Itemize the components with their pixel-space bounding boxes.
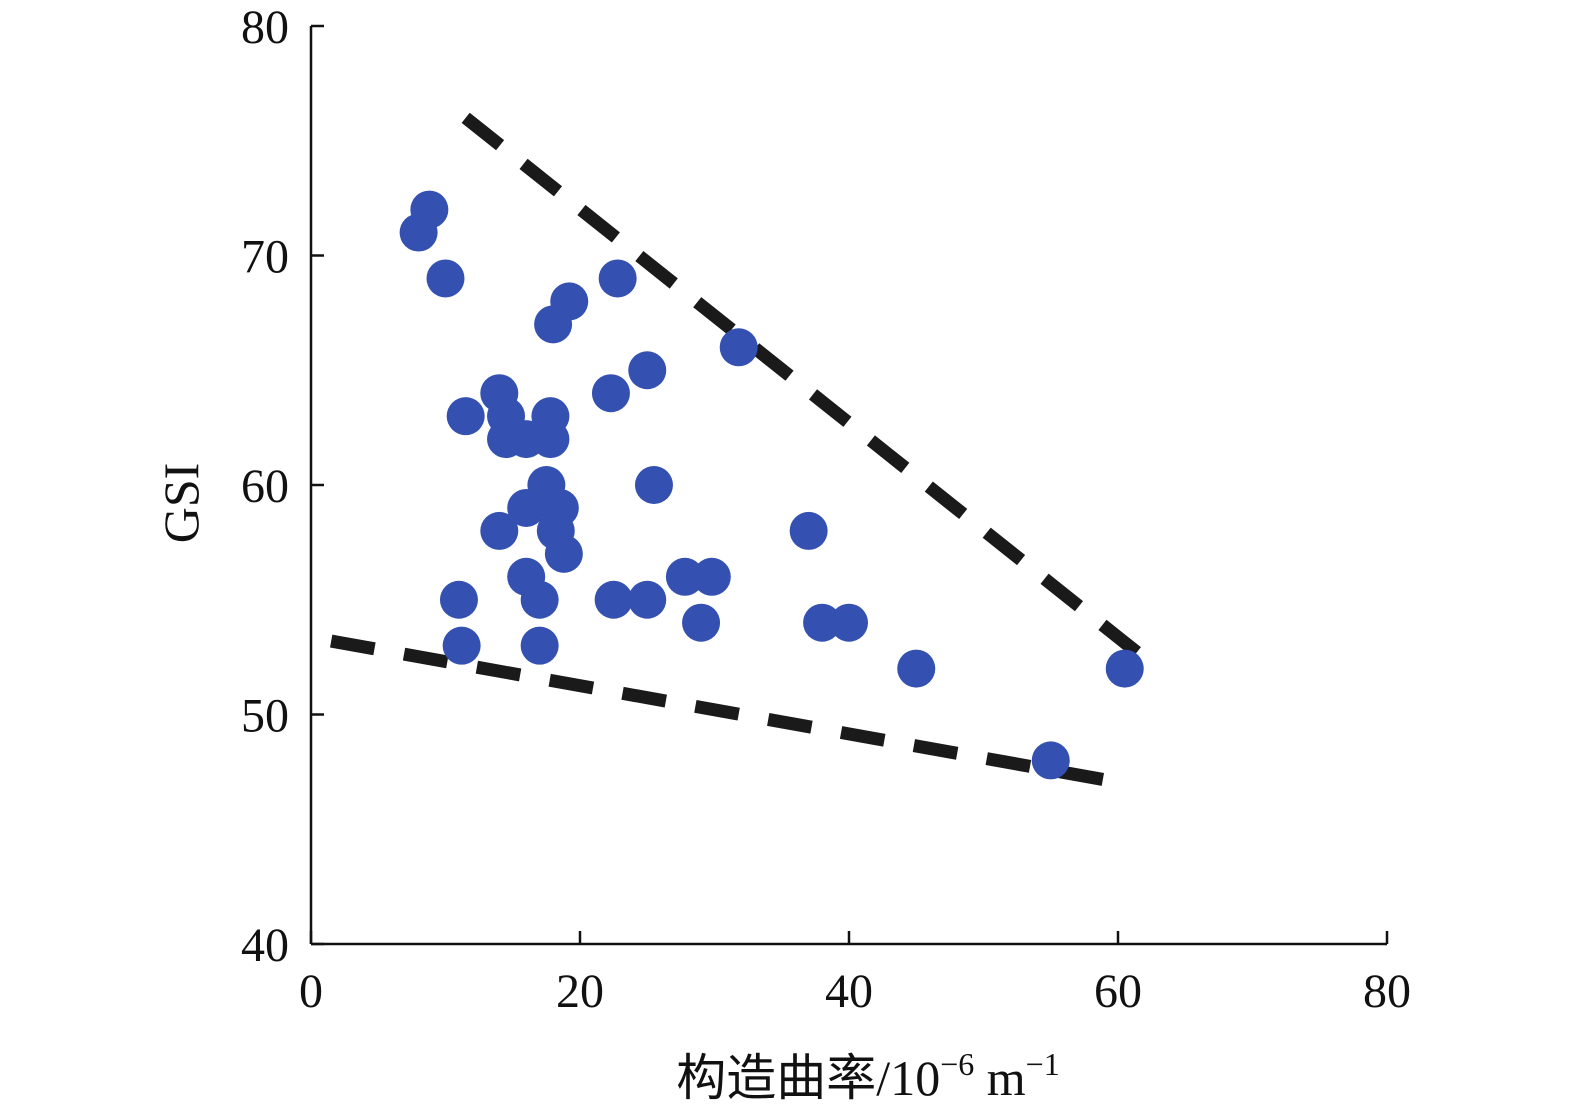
data-point xyxy=(665,557,704,596)
data-point xyxy=(830,603,868,642)
data-point xyxy=(628,351,667,390)
data-point xyxy=(426,259,465,298)
data-point xyxy=(442,626,481,665)
x-tick-label: 40 xyxy=(825,965,873,1018)
data-points xyxy=(399,190,1144,780)
data-point xyxy=(1105,649,1144,688)
y-tick-label: 80 xyxy=(241,1,289,54)
data-point xyxy=(1031,741,1070,780)
data-point xyxy=(594,580,633,619)
x-tick-label: 80 xyxy=(1363,965,1411,1018)
data-point xyxy=(789,511,828,550)
x-tick-label: 20 xyxy=(556,965,604,1018)
data-point xyxy=(628,580,667,619)
data-point xyxy=(598,259,637,298)
x-tick-label: 60 xyxy=(1094,965,1142,1018)
data-point xyxy=(520,580,559,619)
data-point xyxy=(682,603,721,642)
data-point xyxy=(410,190,449,229)
y-tick-label: 70 xyxy=(241,231,289,284)
data-point xyxy=(719,328,758,367)
data-point xyxy=(591,374,630,413)
dashed-bound-line xyxy=(461,112,1156,670)
x-ticks: 0 20 40 60 80 xyxy=(299,931,1411,1018)
dashed-bound-line xyxy=(330,634,1126,790)
y-tick-label: 50 xyxy=(241,690,289,743)
trend-lines xyxy=(330,112,1156,790)
data-point xyxy=(634,466,673,504)
data-point xyxy=(520,626,559,665)
data-point xyxy=(439,580,478,619)
data-point xyxy=(480,511,519,550)
data-point xyxy=(803,603,842,642)
y-axis-title: GSI xyxy=(153,463,209,544)
data-point xyxy=(897,649,936,688)
y-ticks: 40 50 60 70 80 xyxy=(241,1,324,972)
x-axis-title: 构造曲率/10−6 m−1 xyxy=(676,1046,1059,1106)
data-point xyxy=(692,557,731,596)
data-point xyxy=(550,282,589,321)
axes xyxy=(309,26,1387,946)
y-tick-label: 60 xyxy=(241,460,289,513)
y-tick-label: 40 xyxy=(241,919,289,972)
x-tick-label: 0 xyxy=(299,965,323,1018)
data-point xyxy=(531,420,570,459)
data-point xyxy=(544,534,583,573)
data-point xyxy=(446,397,485,436)
